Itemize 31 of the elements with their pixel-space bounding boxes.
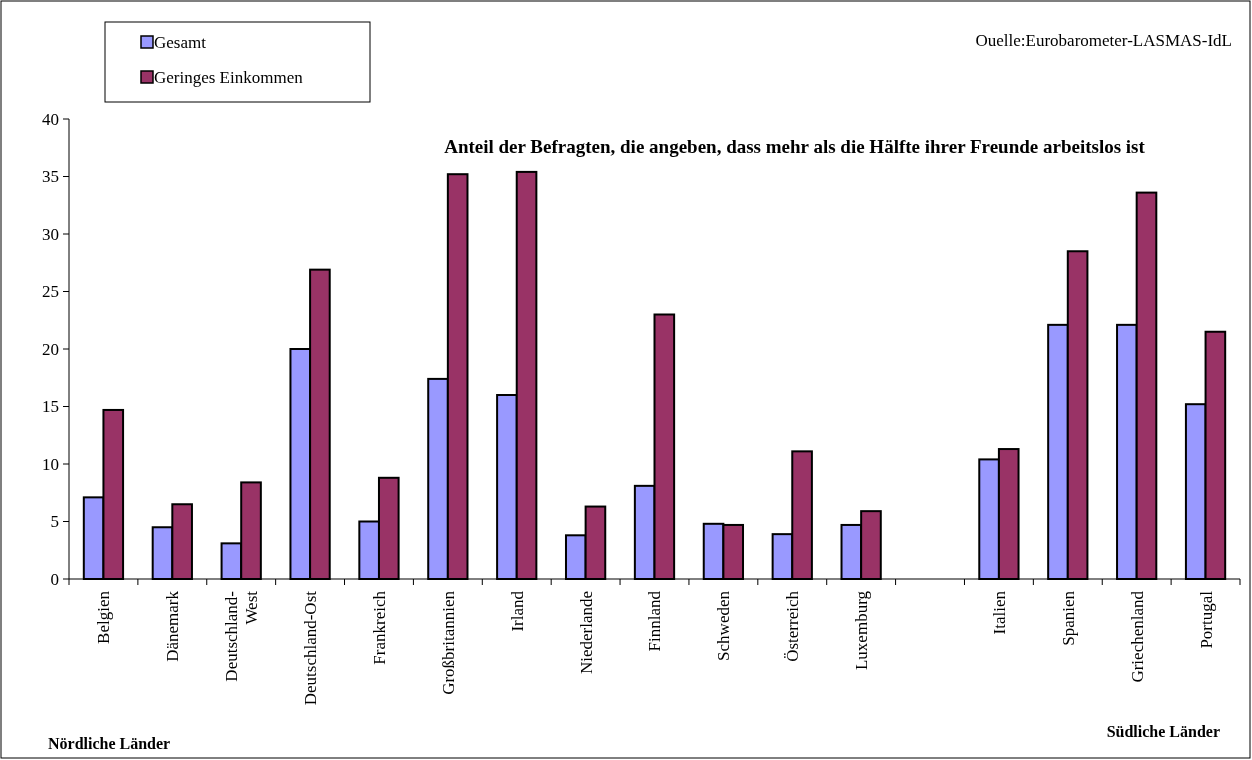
x-tick-label: Niederlande — [576, 591, 596, 675]
x-tick-label: Schweden — [714, 590, 734, 661]
x-tick-label: Frankreich — [369, 590, 389, 665]
y-tick-label: 35 — [42, 167, 59, 187]
x-tick-label: Österreich — [783, 590, 803, 662]
x-tick-label: Deutschland-West — [221, 590, 261, 682]
x-tick-label: Belgien — [94, 590, 114, 644]
x-tick-label: Irland — [507, 590, 527, 632]
x-tick-label: Finnland — [645, 590, 665, 652]
y-tick-label: 30 — [42, 224, 59, 244]
y-tick-label: 15 — [42, 397, 59, 417]
x-tick-label: Italien — [989, 590, 1009, 635]
text: Nördliche Länder — [48, 735, 171, 752]
text: Südliche Länder — [1106, 723, 1220, 740]
x-tick-label: Griechenland — [1127, 590, 1147, 683]
y-tick-label: 10 — [42, 454, 59, 474]
x-tick-label: Deutschland-Ost — [301, 590, 321, 706]
y-tick-label: 25 — [42, 282, 59, 302]
legend-label: Geringes Einkommen — [154, 67, 304, 87]
text: Ouelle:Eurobarometer-LASMAS-IdL — [975, 31, 1232, 50]
y-tick-label: 5 — [50, 512, 59, 532]
x-tick-label: Portugal — [1196, 590, 1216, 649]
x-tick-label: Großbritannien — [438, 590, 458, 695]
x-tick-label: Spanien — [1058, 590, 1078, 646]
y-tick-label: 40 — [42, 109, 59, 129]
text: Anteil der Befragten, die angeben, dass mehr als die Hälfte ihrer Freunde arbeitslos ist — [444, 136, 1146, 157]
x-tick-label: Dänemark — [163, 590, 183, 662]
legend-label: Gesamt — [154, 32, 207, 52]
y-tick-label: 20 — [42, 339, 59, 359]
y-tick-label: 0 — [50, 569, 59, 589]
x-tick-label: Luxemburg — [852, 590, 872, 671]
